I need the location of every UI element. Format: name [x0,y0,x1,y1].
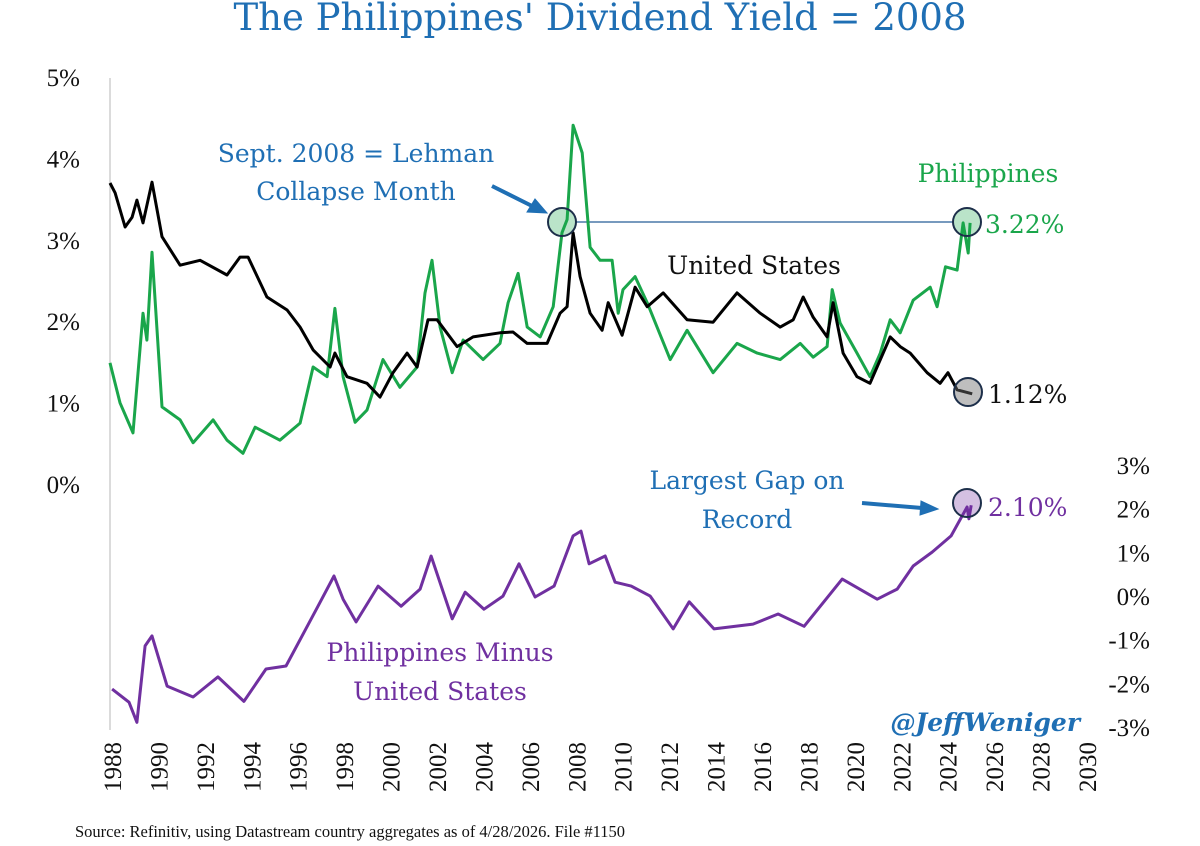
lehman-arrow [491,184,549,214]
philippines-yield-line [108,123,972,455]
us-label: United States [667,251,841,280]
x-tick-label: 1996 [286,742,313,792]
right-tick-label: 2% [1117,497,1150,524]
left-tick-label: 5% [47,65,80,92]
x-tick-label: 1988 [100,742,127,792]
x-tick-label: 2010 [611,742,638,792]
x-tick-label: 1990 [146,742,173,792]
x-tick-label: 2016 [750,742,777,792]
right-tick-label: -3% [1108,715,1150,742]
x-tick-label: 2028 [1029,742,1056,792]
x-tick-label: 2008 [564,742,591,792]
x-tick-label: 1994 [239,742,266,793]
spread-line [111,505,973,724]
right-tick-label: 3% [1117,453,1150,480]
x-tick-label: 2004 [471,742,498,793]
right-tick-label: 1% [1117,540,1150,567]
spread-last-marker [952,488,982,518]
left-tick-label: 0% [47,472,80,499]
x-tick-label: 1992 [193,742,220,792]
source-note: Source: Refinitiv, using Datastream coun… [75,822,625,841]
x-tick-label: 2030 [1075,742,1102,792]
left-tick-label: 2% [47,309,80,336]
us-last-value: 1.12% [988,380,1067,409]
left-axis-ticks: 0% 1% 2% 3% 4% 5% [47,65,80,499]
gap-annotation-line1: Largest Gap on [649,466,844,495]
x-tick-label: 2002 [425,742,452,792]
left-tick-label: 1% [47,391,80,418]
right-axis-ticks: -3% -2% -1% 0% 1% 2% 3% [1108,453,1150,742]
spread-label-line2: United States [353,677,527,706]
series-lines [108,123,973,724]
x-tick-label: 1998 [332,742,359,792]
right-tick-label: 0% [1117,584,1150,611]
x-tick-label: 2026 [982,742,1009,792]
x-tick-label: 2000 [379,742,406,792]
x-tick-label: 2006 [518,742,545,792]
lehman-annotation-line2: Collapse Month [256,177,456,206]
left-tick-label: 3% [47,228,80,255]
right-tick-label: -1% [1108,628,1150,655]
x-tick-label: 2012 [657,742,684,792]
spread-last-value: 2.10% [988,493,1067,522]
x-tick-label: 2018 [796,742,823,792]
left-tick-label: 4% [47,146,80,173]
lehman-annotation-line1: Sept. 2008 = Lehman [218,139,495,168]
gap-annotation-line2: Record [702,505,793,534]
x-tick-label: 2022 [889,742,916,792]
gap-arrow [861,500,940,516]
x-tick-label: 2024 [936,742,963,793]
us-last-marker [953,377,983,407]
us-yield-line [108,180,973,399]
ph-last-marker [952,207,982,237]
spread-label-line1: Philippines Minus [326,638,553,667]
philippines-label: Philippines [918,159,1059,188]
right-tick-label: -2% [1108,671,1150,698]
ph-last-value: 3.22% [985,210,1064,239]
x-tick-label: 2014 [704,742,731,793]
x-tick-label: 2020 [843,742,870,792]
lehman-marker [547,207,577,237]
watermark: @JeffWeniger [890,708,1081,737]
chart-title: The Philippines' Dividend Yield = 2008 [233,0,966,39]
x-axis-ticks: 1988 1990 1992 1994 1996 1998 2000 2002 2004 2006… [100,742,1102,793]
